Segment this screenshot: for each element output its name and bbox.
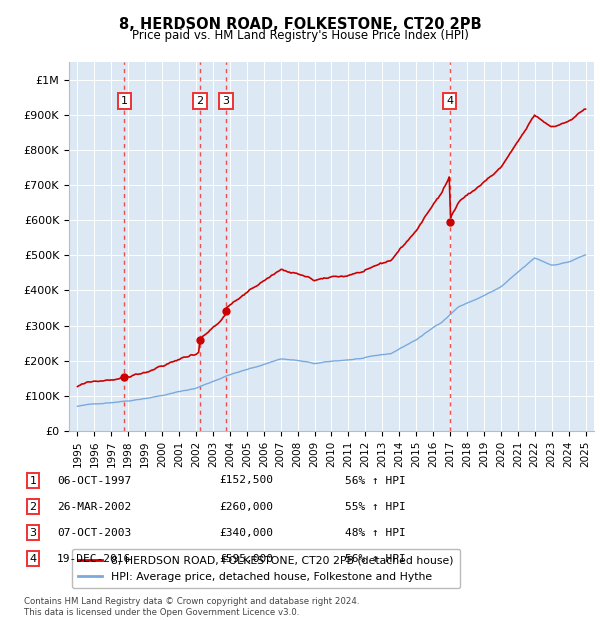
Text: £340,000: £340,000 bbox=[219, 528, 273, 538]
Text: 4: 4 bbox=[29, 554, 37, 564]
Text: Price paid vs. HM Land Registry's House Price Index (HPI): Price paid vs. HM Land Registry's House … bbox=[131, 29, 469, 42]
Text: 4: 4 bbox=[446, 95, 453, 106]
Text: 3: 3 bbox=[223, 95, 229, 106]
Text: 1: 1 bbox=[29, 476, 37, 485]
Text: 1: 1 bbox=[121, 95, 128, 106]
Text: 07-OCT-2003: 07-OCT-2003 bbox=[57, 528, 131, 538]
Text: 55% ↑ HPI: 55% ↑ HPI bbox=[345, 502, 406, 512]
Legend: 8, HERDSON ROAD, FOLKESTONE, CT20 2PB (detached house), HPI: Average price, deta: 8, HERDSON ROAD, FOLKESTONE, CT20 2PB (d… bbox=[72, 549, 460, 588]
Text: 2: 2 bbox=[29, 502, 37, 512]
Text: 2: 2 bbox=[196, 95, 203, 106]
Text: Contains HM Land Registry data © Crown copyright and database right 2024.
This d: Contains HM Land Registry data © Crown c… bbox=[24, 598, 359, 617]
Text: £260,000: £260,000 bbox=[219, 502, 273, 512]
Text: 48% ↑ HPI: 48% ↑ HPI bbox=[345, 528, 406, 538]
Text: 8, HERDSON ROAD, FOLKESTONE, CT20 2PB: 8, HERDSON ROAD, FOLKESTONE, CT20 2PB bbox=[119, 17, 481, 32]
Text: 19-DEC-2016: 19-DEC-2016 bbox=[57, 554, 131, 564]
Text: 56% ↑ HPI: 56% ↑ HPI bbox=[345, 476, 406, 485]
Text: 3: 3 bbox=[29, 528, 37, 538]
Text: 56% ↑ HPI: 56% ↑ HPI bbox=[345, 554, 406, 564]
Text: £595,000: £595,000 bbox=[219, 554, 273, 564]
Text: £152,500: £152,500 bbox=[219, 476, 273, 485]
Text: 26-MAR-2002: 26-MAR-2002 bbox=[57, 502, 131, 512]
Text: 06-OCT-1997: 06-OCT-1997 bbox=[57, 476, 131, 485]
